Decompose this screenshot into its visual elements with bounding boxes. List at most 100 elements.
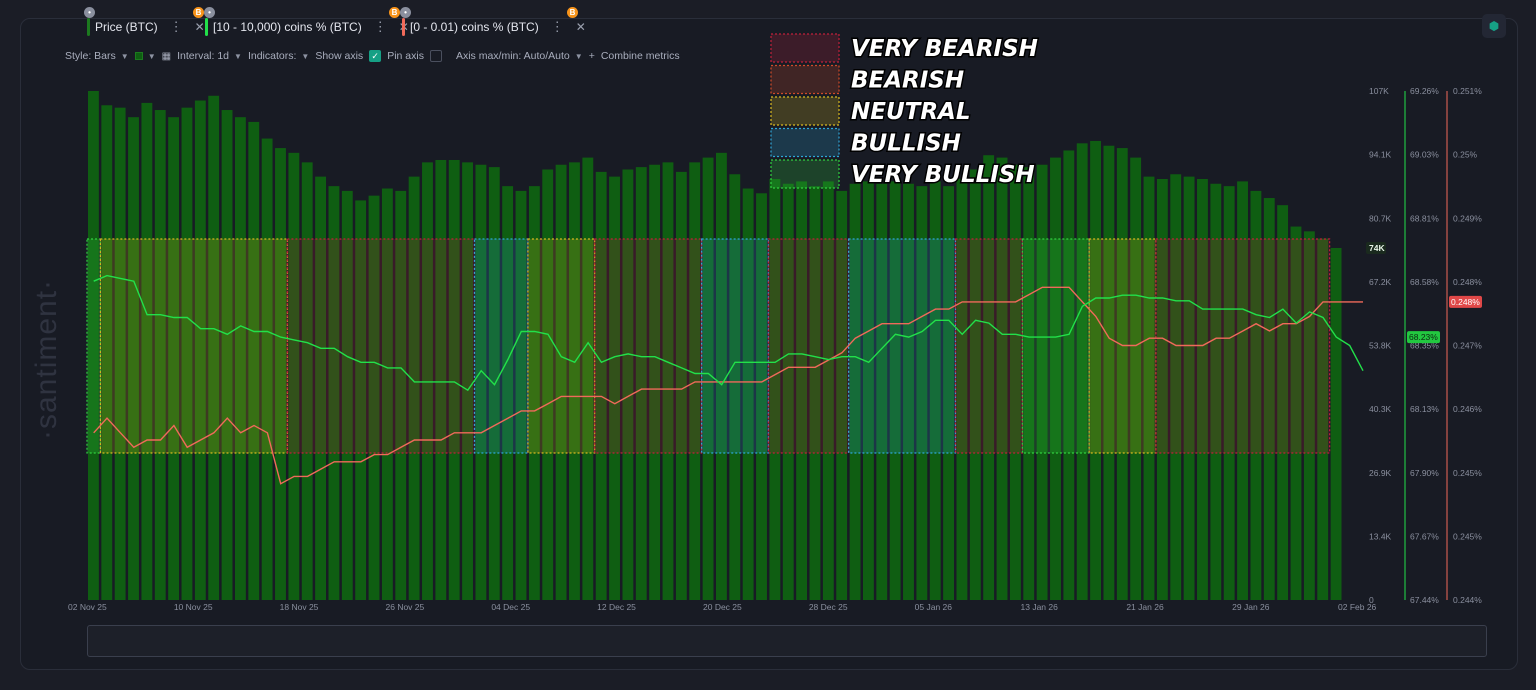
price-bar <box>301 162 313 600</box>
legend-swatch <box>770 159 840 189</box>
metric-color-bar <box>205 18 208 36</box>
price-bar <box>128 117 139 601</box>
metric-tab-shrimp[interactable]: [0 - 0.01) coins % (BTC) ⋮ ✕ <box>402 14 586 40</box>
price-bar <box>502 186 514 600</box>
legend-swatch <box>770 127 840 158</box>
whales-tick-label: 67.44% <box>1410 595 1439 605</box>
price-bar <box>1290 226 1302 600</box>
combine-metrics-button[interactable]: Combine metrics <box>600 50 680 62</box>
metric-label: Price (BTC) <box>95 20 158 34</box>
legend-label: NEUTRAL <box>851 99 971 125</box>
show-axis-label: Show axis <box>315 50 364 62</box>
price-bar <box>208 95 220 600</box>
price-bar <box>355 200 367 601</box>
metric-label: [10 - 10,000) coins % (BTC) <box>213 20 362 34</box>
axis-maxmin-select[interactable]: Axis max/min: Auto/Auto <box>455 50 570 62</box>
price-bar <box>248 121 260 600</box>
whales-tick-label: 69.26% <box>1410 86 1439 96</box>
x-tick-label: 18 Nov 25 <box>280 602 319 612</box>
whales-tick-label: 67.67% <box>1410 531 1439 541</box>
whales-marker: 68.23% <box>1409 332 1438 342</box>
color-swatch[interactable] <box>134 52 143 60</box>
x-tick-label: 28 Dec 25 <box>809 602 848 612</box>
sentiment-region <box>473 238 529 454</box>
price-bar <box>996 157 1008 600</box>
price-bar <box>408 176 420 601</box>
sentiment-region <box>954 238 1023 454</box>
interval-select[interactable]: Interval: 1d <box>177 50 230 62</box>
price-bar <box>903 183 914 600</box>
x-tick-label: 12 Dec 25 <box>597 602 636 612</box>
price-bar <box>448 159 460 601</box>
price-tick-label: 107K <box>1369 86 1389 96</box>
more-options-icon[interactable]: ⋮ <box>550 19 564 34</box>
x-tick-label: 20 Dec 25 <box>703 602 742 612</box>
show-axis-checkbox[interactable]: ✓ <box>369 50 382 62</box>
legend-label: BEARISH <box>851 68 964 94</box>
price-bar <box>689 162 701 600</box>
price-marker-bg <box>1366 241 1386 254</box>
price-bar <box>328 186 340 600</box>
more-options-icon[interactable]: ⋮ <box>373 19 387 34</box>
sentiment-region <box>848 238 957 454</box>
btc-icon: B <box>389 7 400 18</box>
price-bar <box>956 179 968 600</box>
close-icon[interactable]: ✕ <box>575 20 586 34</box>
price-bar <box>1303 231 1315 600</box>
settings-icon[interactable]: ⬢ <box>1482 14 1506 38</box>
metric-label: [0 - 0.01) coins % (BTC) <box>410 20 539 34</box>
lock-icon: • <box>204 7 215 18</box>
price-bar <box>889 181 901 600</box>
shrimp-tick-label: 0.246% <box>1453 404 1482 414</box>
metric-tab-whales[interactable]: [10 - 10,000) coins % (BTC) ⋮ ✕ <box>205 14 409 40</box>
chevron-down-icon: ▼ <box>301 51 310 61</box>
price-bar <box>729 174 741 600</box>
price-bar <box>1103 145 1115 600</box>
x-tick-label: 10 Nov 25 <box>174 602 213 612</box>
price-bar <box>916 186 928 600</box>
sentiment-region <box>527 238 596 454</box>
metric-tab-price[interactable]: Price (BTC) ⋮ ✕ <box>87 14 205 40</box>
x-tick-label: 26 Nov 25 <box>386 602 425 612</box>
price-bar <box>381 188 393 601</box>
shrimp-marker-bg <box>1449 295 1482 308</box>
sentiment-region <box>594 238 703 454</box>
price-bar <box>368 195 380 600</box>
more-options-icon[interactable]: ⋮ <box>169 19 183 34</box>
lock-icon: • <box>84 7 95 18</box>
price-bar <box>1197 179 1208 600</box>
price-bar <box>1330 247 1342 600</box>
price-bar <box>435 159 447 601</box>
price-bar <box>622 169 634 600</box>
timeline-navigator[interactable] <box>87 625 1487 657</box>
close-icon[interactable]: ✕ <box>194 20 205 34</box>
shrimp-marker: 0.248% <box>1451 297 1480 307</box>
price-bar <box>1170 174 1182 600</box>
shrimp-tick-label: 0.249% <box>1453 213 1482 223</box>
btc-icon: B <box>193 7 204 18</box>
lock-icon: • <box>400 7 411 18</box>
price-bar <box>261 138 273 600</box>
price-bar <box>675 171 687 601</box>
price-bar <box>569 162 580 600</box>
price-bar <box>275 148 286 600</box>
x-tick-label: 02 Feb 26 <box>1338 602 1377 612</box>
price-bar <box>929 181 941 600</box>
x-tick-label: 21 Jan 26 <box>1126 602 1164 612</box>
pin-axis-checkbox[interactable] <box>429 50 442 62</box>
price-bar <box>288 152 300 600</box>
price-bar <box>809 186 821 600</box>
price-tick-label: 26.9K <box>1369 468 1392 478</box>
legend-label: VERY BULLISH <box>851 162 1035 188</box>
price-bar <box>595 171 607 601</box>
price-bar <box>1156 179 1168 600</box>
indicators-select[interactable]: Indicators: <box>247 50 297 62</box>
price-bar <box>101 105 113 600</box>
price-bar <box>849 183 861 600</box>
price-bar <box>796 181 808 600</box>
price-bar <box>635 167 647 600</box>
price-tick-label: 53.8K <box>1369 341 1392 351</box>
sentiment-region <box>286 238 476 454</box>
style-select[interactable]: Style: Bars <box>65 50 116 62</box>
